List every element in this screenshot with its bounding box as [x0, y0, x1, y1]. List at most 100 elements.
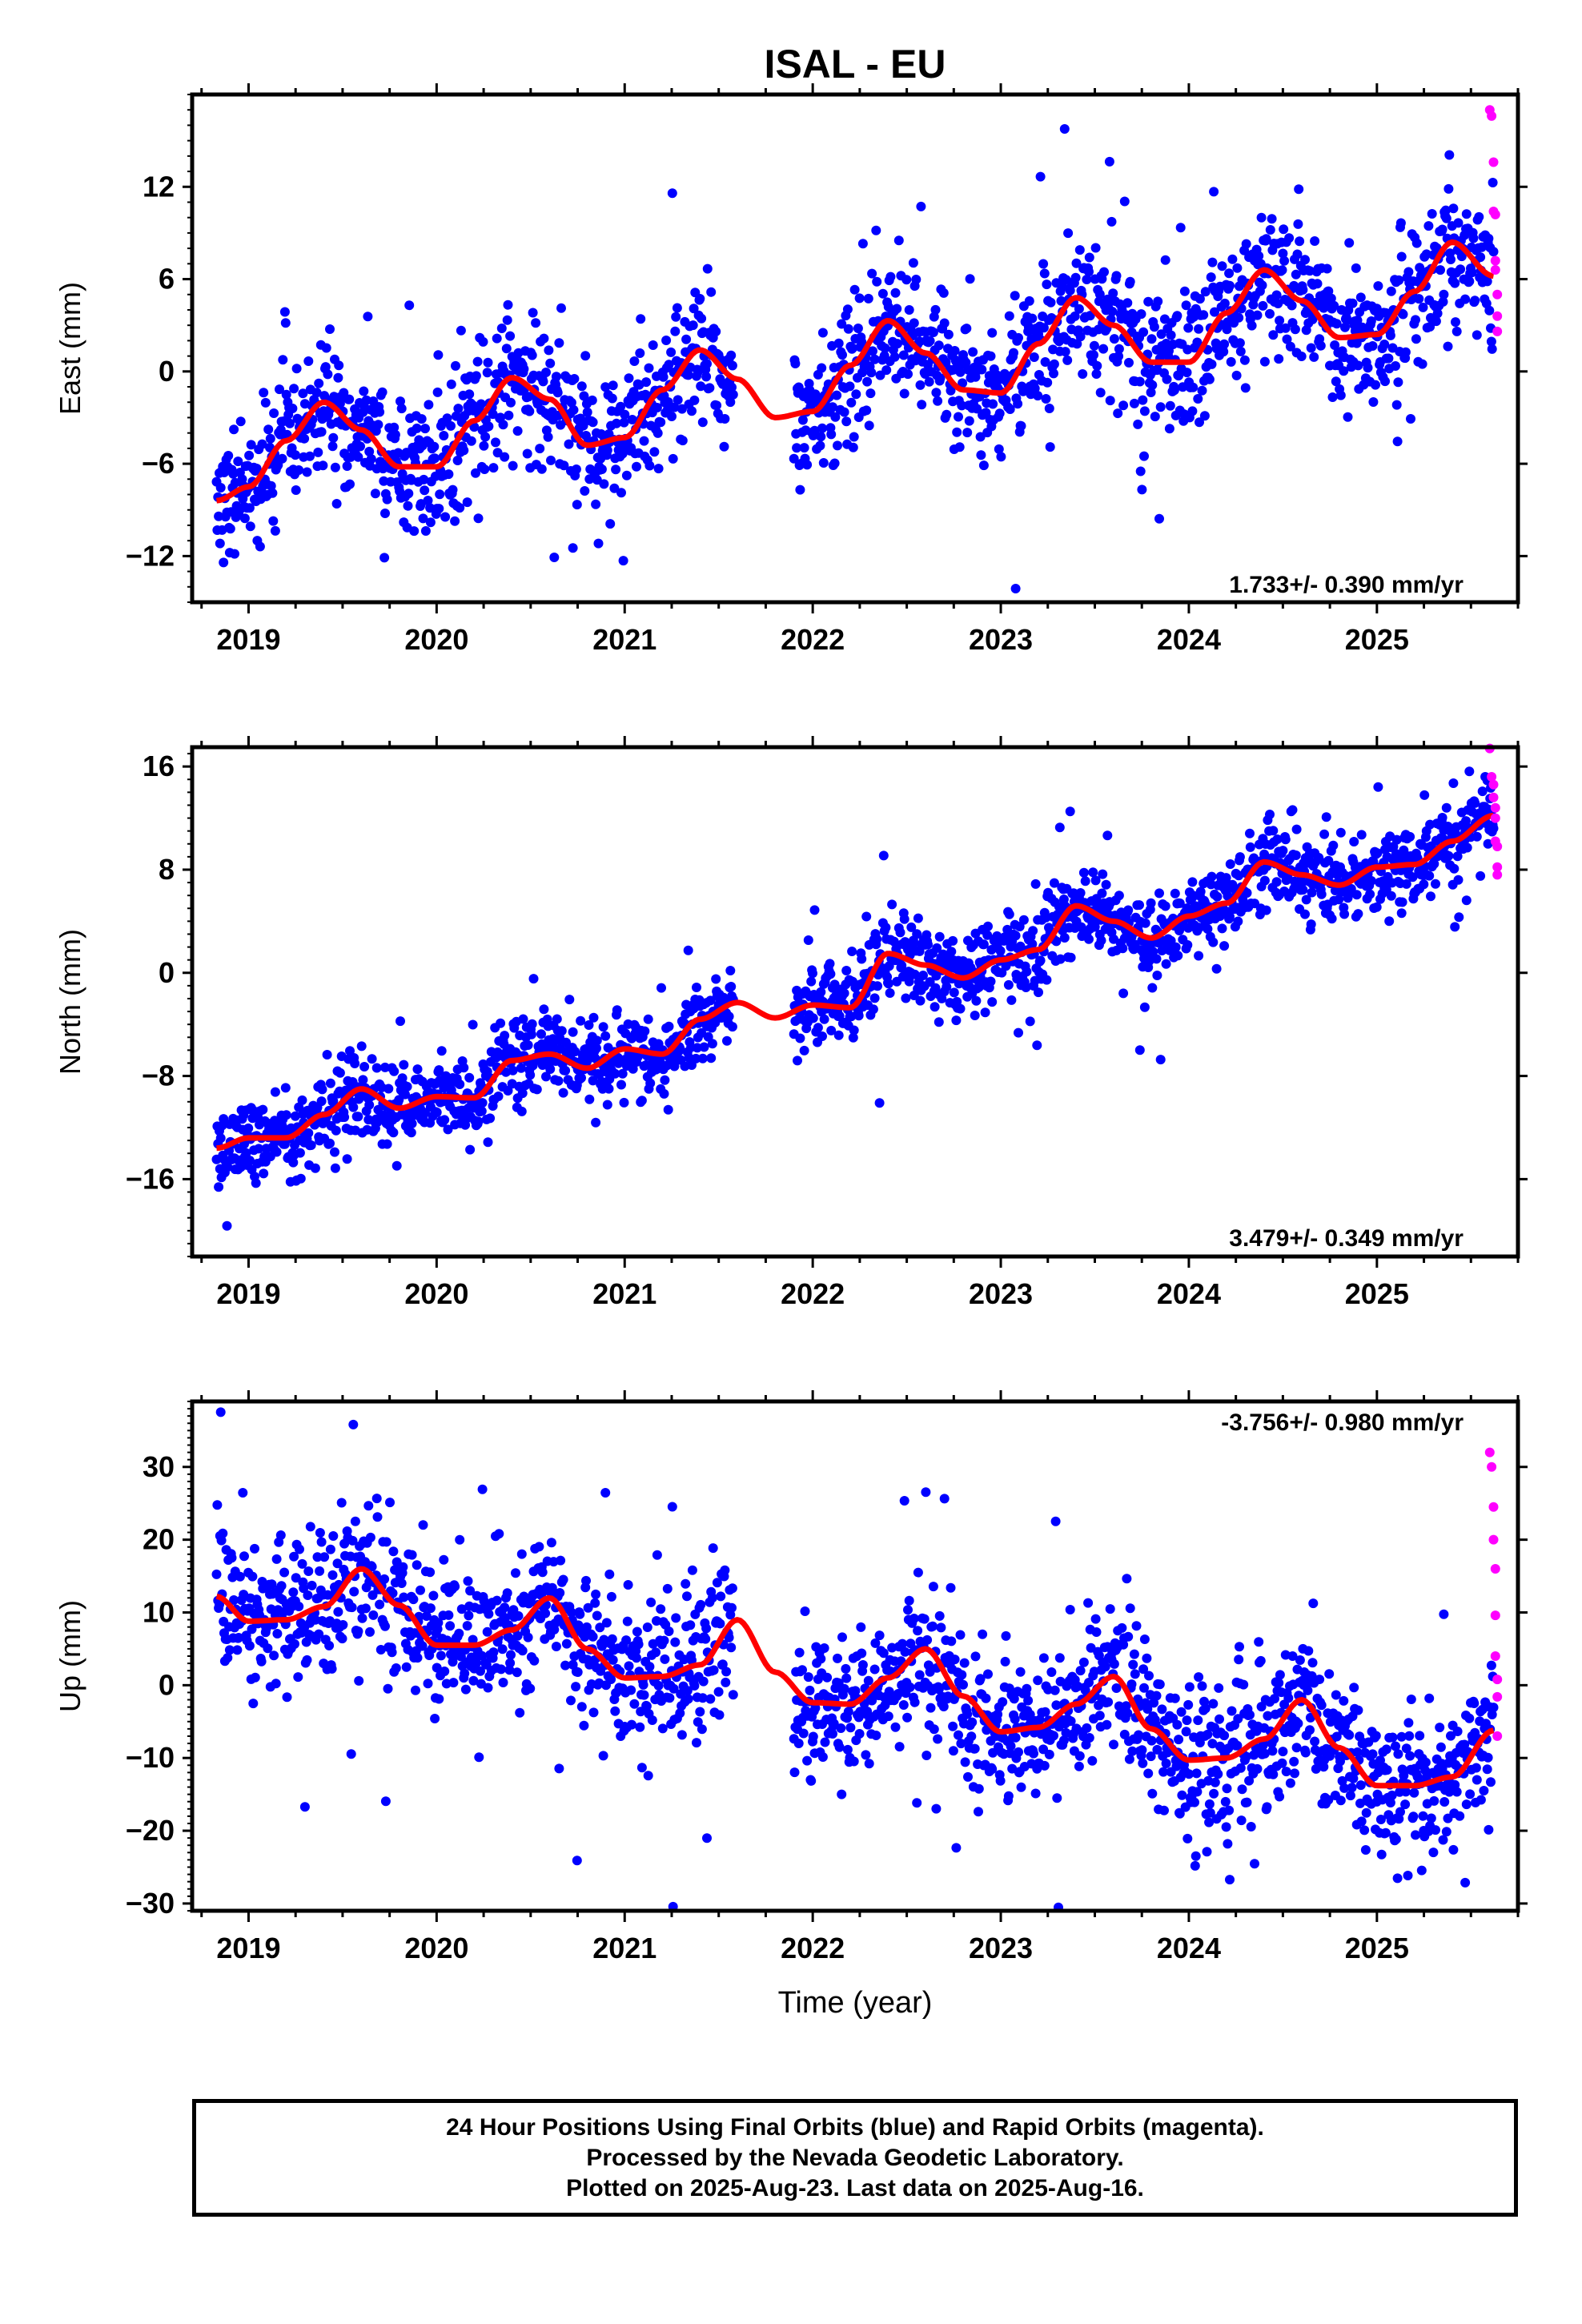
north-data-point [1476, 870, 1486, 881]
east-data-point [416, 414, 427, 424]
north-data-point [1431, 879, 1440, 889]
up-data-point [232, 1645, 243, 1655]
east-data-point [442, 413, 452, 424]
east-data-point [1371, 304, 1382, 314]
east-data-point [889, 352, 900, 362]
east-data-point [1460, 294, 1471, 304]
up-data-point [590, 1598, 600, 1608]
east-data-point [1259, 356, 1270, 367]
east-data-point [988, 399, 998, 409]
up-data-point [434, 1694, 444, 1704]
up-data-point [970, 1743, 980, 1754]
east-data-point [1265, 308, 1275, 319]
north-data-point [1075, 888, 1086, 898]
up-data-point [474, 1752, 484, 1763]
north-data-point [248, 1105, 259, 1116]
north-data-point [1450, 922, 1460, 932]
east-data-point [1453, 218, 1464, 228]
up-data-point [290, 1638, 299, 1649]
north-data-point [1195, 887, 1206, 897]
up-data-point [922, 1634, 933, 1645]
north-data-point [281, 1110, 291, 1120]
up-data-point [460, 1684, 471, 1695]
east-data-point [1257, 280, 1267, 291]
east-data-point [1300, 255, 1310, 265]
up-data-point [234, 1633, 244, 1642]
east-data-point [334, 360, 344, 371]
east-data-point [1113, 408, 1123, 419]
east-data-point [789, 453, 799, 464]
up-data-point [282, 1692, 292, 1703]
north-data-point [982, 930, 993, 940]
east-data-point [908, 258, 918, 268]
east-data-point [687, 406, 697, 416]
north-data-point [1452, 851, 1463, 862]
north-data-point [560, 1065, 571, 1076]
north-data-point [288, 1157, 299, 1168]
north-data-point [1102, 830, 1113, 841]
north-data-point [1271, 877, 1282, 887]
up-data-point [874, 1630, 885, 1641]
east-data-point [1219, 347, 1229, 357]
north-data-point [412, 1064, 423, 1075]
north-data-point [1147, 983, 1158, 993]
up-data-point [554, 1763, 564, 1774]
north-data-point [1334, 895, 1344, 905]
east-data-point [1417, 359, 1427, 369]
north-data-point [913, 913, 923, 923]
north-data-point [1356, 830, 1367, 840]
east-data-point [251, 464, 262, 473]
east-data-point [1193, 394, 1203, 404]
east-data-point [569, 374, 580, 384]
east-data-point [508, 460, 518, 471]
east-data-point [482, 368, 492, 378]
east-data-point [476, 399, 486, 409]
up-data-point [433, 1618, 444, 1628]
east-data-point [688, 320, 698, 331]
north-data-point [345, 1046, 355, 1056]
north-data-point [591, 1117, 601, 1128]
north-data-point [808, 1013, 818, 1023]
north-data-point [516, 1106, 527, 1116]
east-data-point [1206, 272, 1216, 283]
east-data-point [544, 345, 554, 356]
north-data-point [485, 1113, 496, 1124]
up-data-point [898, 1700, 909, 1710]
east-data-point [1400, 347, 1411, 357]
up-data-point [529, 1655, 540, 1666]
east-data-point [554, 338, 564, 348]
up-data-point [869, 1664, 880, 1675]
east-data-point [1265, 225, 1275, 235]
up-data-point [1009, 1694, 1019, 1704]
up-data-point [653, 1680, 664, 1691]
east-data-point [619, 417, 629, 428]
up-data-point [1039, 1760, 1050, 1771]
east-data-point [1474, 211, 1484, 222]
north-data-point [974, 982, 984, 992]
up-data-point [905, 1638, 916, 1649]
east-data-point [439, 431, 449, 440]
north-data-point [367, 1054, 377, 1064]
east-data-point [541, 368, 551, 377]
up-data-point [607, 1634, 617, 1644]
up-data-point [444, 1610, 454, 1620]
east-data-point [826, 429, 837, 440]
east-data-point [727, 382, 737, 392]
east-data-point [418, 513, 428, 524]
north-data-point [986, 976, 996, 987]
up-data-point [368, 1610, 379, 1620]
up-data-point [297, 1558, 307, 1569]
east-data-point [1085, 311, 1095, 321]
east-data-point [667, 188, 677, 199]
east-data-point [375, 407, 385, 417]
east-data-point [327, 441, 338, 452]
east-data-point [1379, 340, 1390, 349]
east-data-point [928, 328, 938, 337]
east-data-point [1488, 178, 1498, 187]
east-data-point [1219, 339, 1230, 349]
east-data-point [549, 553, 560, 562]
east-data-point [1219, 298, 1230, 308]
east-data-point [225, 524, 235, 534]
east-data-point [1049, 359, 1059, 369]
north-ytick-label: 0 [159, 956, 175, 989]
